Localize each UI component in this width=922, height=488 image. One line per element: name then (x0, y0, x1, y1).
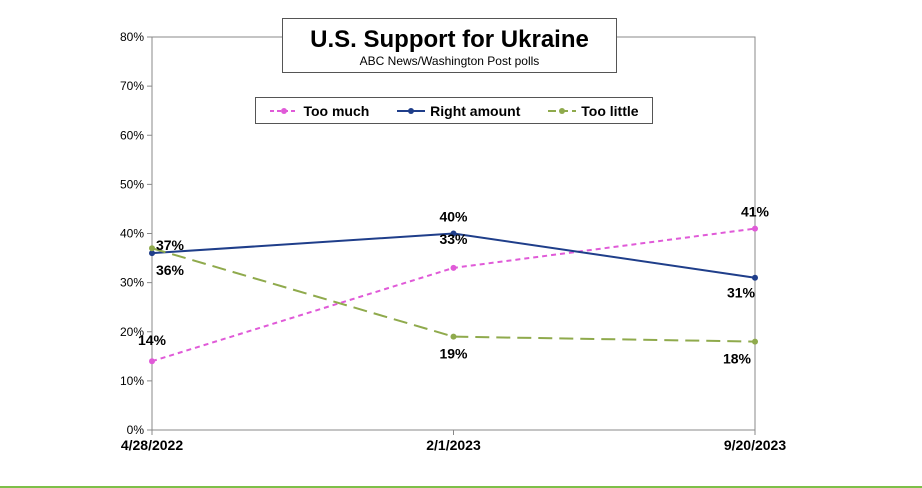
legend-swatch-right-amount (397, 107, 426, 114)
series-line-too-little (151, 247, 756, 343)
legend-item-right-amount: Right amount (396, 103, 520, 119)
data-point (149, 358, 155, 365)
legend-label-too-little: Too little (581, 102, 639, 119)
legend-swatch-too-much (270, 107, 299, 114)
data-label: 31% (727, 285, 756, 301)
y-tick-label: 10% (120, 374, 144, 388)
x-tick-label: 4/28/2022 (121, 437, 183, 453)
bottom-divider (0, 486, 922, 488)
y-tick-label: 30% (120, 276, 144, 290)
y-tick-label: 40% (120, 227, 144, 241)
data-point (752, 225, 758, 232)
data-label: 37% (156, 237, 185, 253)
legend-label-too-much: Too much (303, 102, 370, 119)
data-point (450, 333, 457, 340)
legend-item-too-much: Too much (269, 103, 369, 119)
y-tick-label: 20% (120, 325, 144, 339)
x-tick-label: 2/1/2023 (426, 437, 481, 453)
chart-title: U.S. Support for Ukraine (310, 26, 589, 53)
series-line-too-much (151, 227, 756, 363)
data-label: 33% (439, 231, 468, 247)
data-label: 40% (439, 209, 468, 225)
x-tick-label: 9/20/2023 (724, 437, 786, 453)
chart-subtitle: ABC News/Washington Post polls (359, 54, 540, 68)
data-point (752, 274, 758, 281)
data-label: 19% (439, 346, 468, 362)
y-tick-label: 80% (120, 30, 144, 44)
chart-legend: Too much Right amount Too little (255, 97, 653, 124)
legend-label-right-amount: Right amount (430, 102, 521, 119)
data-point (149, 250, 155, 257)
y-tick-label: 0% (127, 423, 145, 437)
legend-item-too-little: Too little (547, 102, 639, 119)
legend-swatch-too-little (548, 107, 577, 114)
data-point (450, 230, 457, 237)
data-point (752, 338, 758, 345)
data-point (450, 264, 457, 271)
y-tick-label: 70% (120, 79, 144, 93)
data-label: 41% (741, 204, 770, 220)
data-label: 14% (138, 332, 167, 348)
data-label: 18% (723, 351, 752, 367)
y-tick-label: 50% (120, 177, 144, 191)
data-point (149, 245, 155, 252)
y-tick-label: 60% (120, 128, 144, 142)
data-label: 36% (156, 262, 185, 278)
chart-title-box: U.S. Support for Ukraine ABC News/Washin… (282, 18, 617, 73)
